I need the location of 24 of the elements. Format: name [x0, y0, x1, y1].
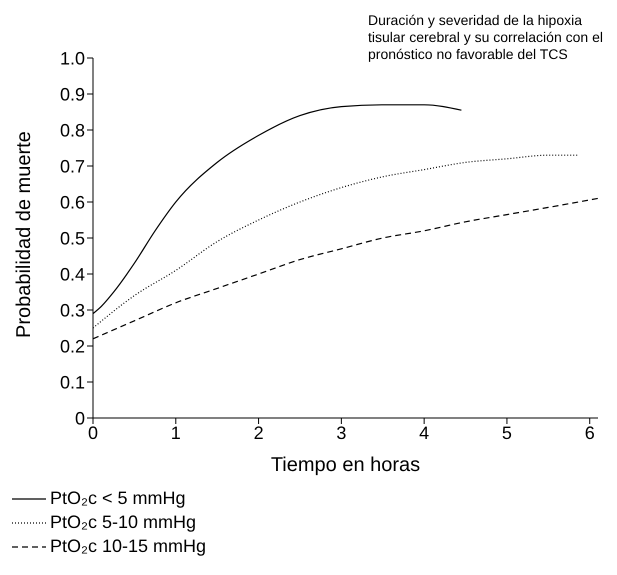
legend-label: PtO₂c 10-15 mmHg: [50, 536, 206, 556]
x-axis-title: Tiempo en horas: [270, 454, 420, 476]
x-tick-label: 2: [254, 422, 264, 443]
annotation: Duración y severidad de la hipoxia tisular cerebral y su correlación con el pronóstico no favorable del TCS: [368, 12, 604, 63]
legend-label: PtO₂c 5-10 mmHg: [50, 512, 196, 532]
x-tick-label: 5: [502, 422, 512, 443]
y-tick-label: 0.5: [60, 228, 85, 248]
x-tick-label: 4: [419, 422, 430, 443]
x-tick-label: 6: [584, 422, 595, 443]
y-tick-label: 0.1: [60, 372, 85, 392]
y-tick-label: 0.7: [60, 156, 85, 176]
y-tick-label: 0.4: [60, 264, 85, 284]
y-tick-label: 0.8: [60, 120, 85, 140]
y-tick-label: 0: [74, 408, 85, 428]
y-axis-title: Probabilidad de muerte: [13, 131, 36, 338]
y-tick-label: 0.3: [60, 300, 85, 320]
legend-label: PtO₂c < 5 mmHg: [50, 488, 186, 508]
x-tick-label: 1: [170, 422, 181, 443]
x-tick-label: 3: [336, 422, 346, 443]
y-tick-label: 0.2: [60, 336, 85, 356]
y-tick-label: 1.0: [60, 48, 85, 68]
y-tick-label: 0.6: [60, 192, 85, 212]
y-tick-label: 0.9: [60, 84, 85, 104]
x-tick-label: 0: [88, 422, 98, 443]
